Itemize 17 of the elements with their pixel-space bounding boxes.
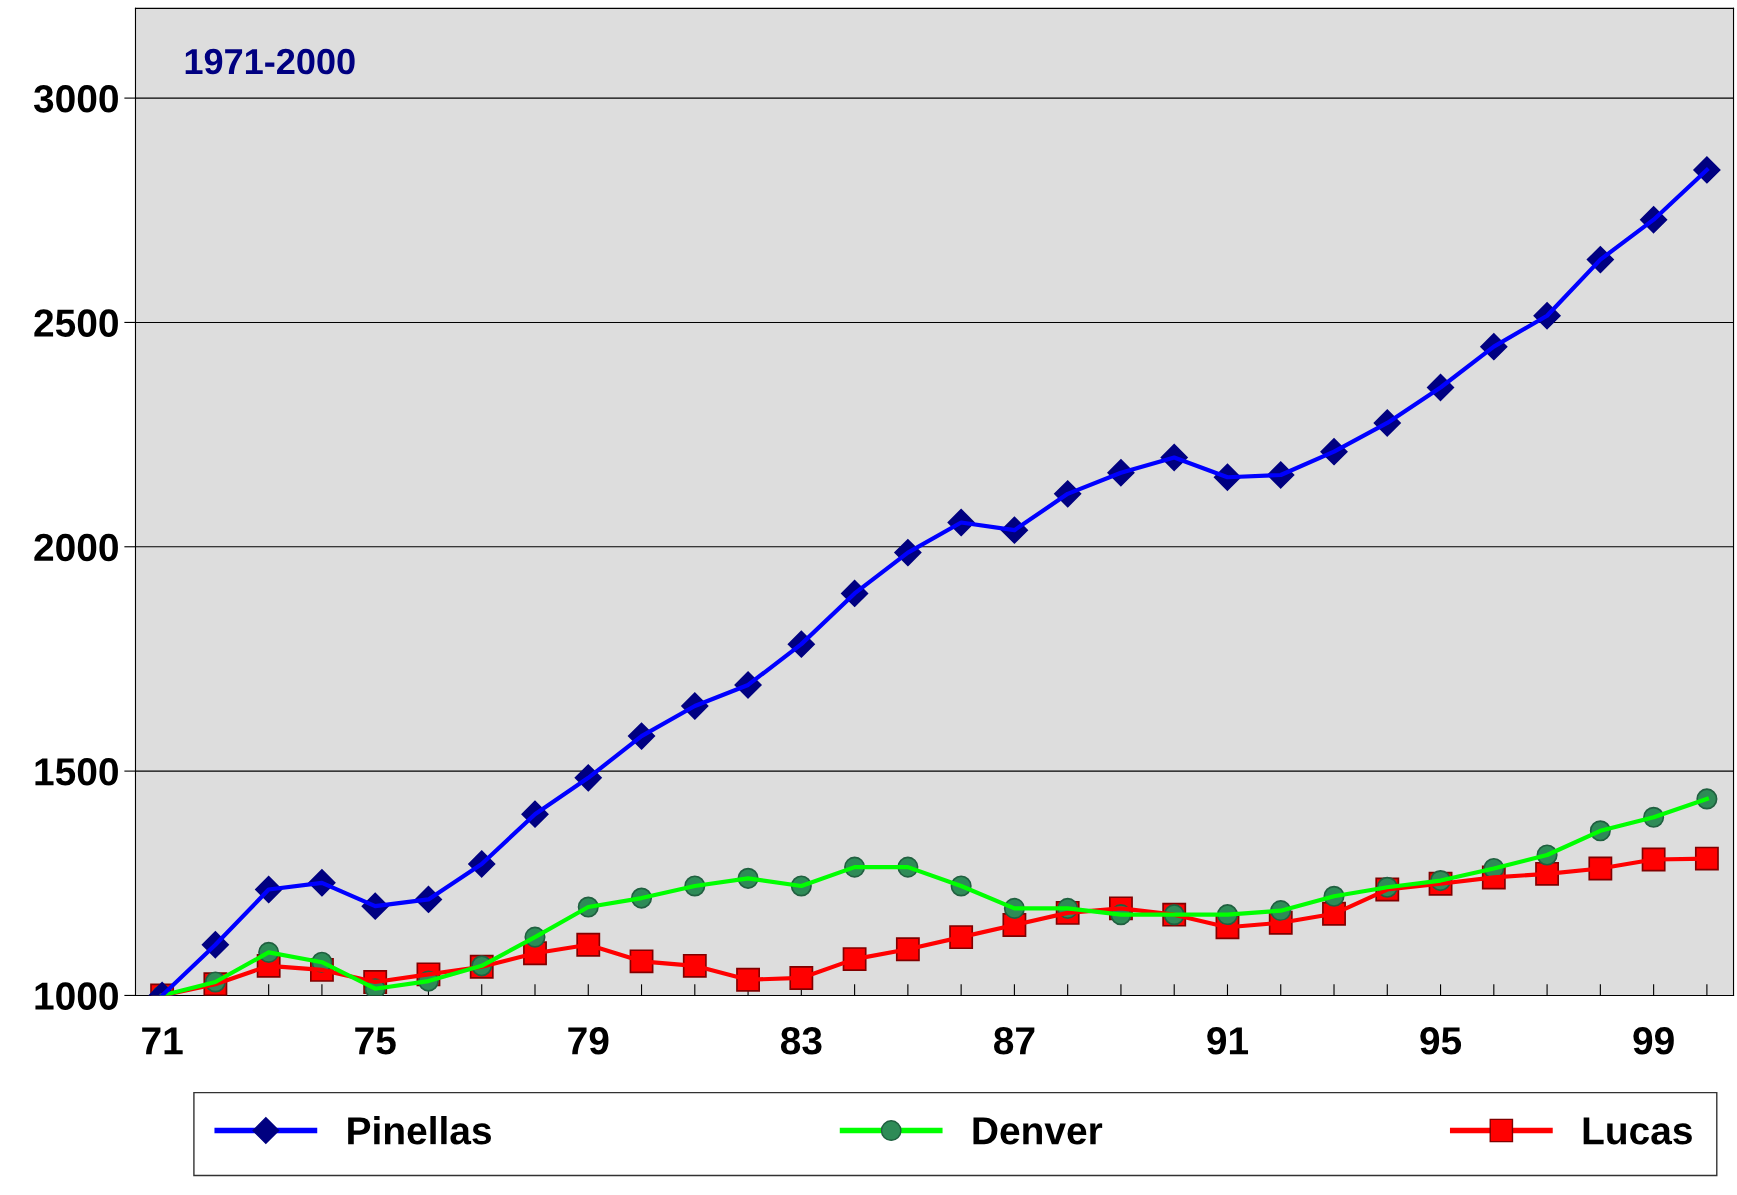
x-tick-label: 99 [1633,1027,1674,1055]
x-tick-label: 95 [1420,1027,1462,1055]
y-tick-label: 2000 [34,533,118,562]
x-tick-label: 91 [1207,1027,1249,1055]
x-tick-label: 79 [568,1027,609,1055]
x-tick-label: 87 [994,1027,1035,1055]
legend-label: Lucas [1583,1117,1692,1145]
y-tick-label: 1000 [35,982,118,1010]
legend-label: Denver [973,1117,1103,1145]
x-tick-label: 83 [780,1027,822,1055]
annotation: 1971-2000 [185,48,355,75]
x-tick-label: 71 [142,1027,183,1055]
y-tick-label: 3000 [33,85,118,113]
x-tick-label: 75 [355,1027,396,1055]
y-tick-label: 2500 [34,309,118,337]
y-tick-label: 1500 [35,758,118,786]
legend-label: Pinellas [348,1115,491,1145]
